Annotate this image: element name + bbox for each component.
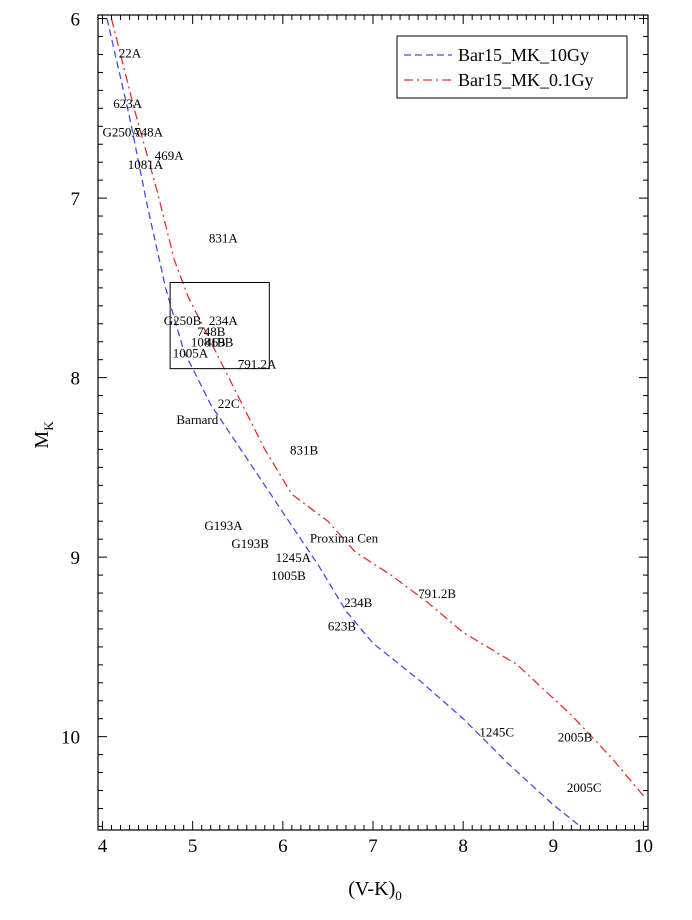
star-label: 1245A — [276, 550, 312, 565]
x-tick-label: 10 — [634, 836, 653, 857]
star-label: 1005A — [173, 346, 209, 361]
series-line-1 — [106, 18, 581, 827]
x-tick-label: 8 — [458, 836, 468, 857]
series-layer — [106, 18, 644, 827]
star-label: 831B — [290, 442, 319, 457]
series-line-2 — [110, 18, 644, 797]
inset-box-layer — [169, 281, 270, 370]
tick-label-layer: 4 5 6 7 8 9 10 6 7 8 9 10 — [61, 10, 653, 857]
y-tick-label: 10 — [61, 728, 80, 749]
star-label: 2005B — [558, 730, 593, 745]
star-label: 469A — [155, 148, 185, 163]
star-label: 791.2A — [238, 356, 277, 371]
legend-label-series-2: Bar15_MK_0.1Gy — [458, 70, 594, 90]
star-label: Proxima Cen — [310, 530, 379, 545]
x-tick-label: 9 — [549, 836, 559, 857]
star-label: G193B — [231, 536, 269, 551]
legend-box — [396, 35, 628, 99]
y-tick-label: 9 — [71, 548, 81, 569]
star-label: G193A — [204, 518, 243, 533]
legend: Bar15_MK_10Gy Bar15_MK_0.1Gy — [396, 35, 628, 99]
star-label: 2005C — [567, 780, 602, 795]
star-label: 1005B — [271, 568, 306, 583]
y-tick-label: 8 — [71, 369, 81, 390]
star-label: G250B — [164, 313, 202, 328]
x-tick-label: 4 — [98, 836, 108, 857]
star-label: G250A — [103, 125, 142, 140]
star-label: Barnard — [176, 412, 218, 427]
x-axis-title: (V-K)0 — [348, 878, 402, 903]
x-tick-label: 6 — [278, 836, 288, 857]
star-label: 1245C — [479, 724, 514, 739]
y-tick-label: 6 — [71, 10, 81, 31]
tick-layer — [98, 15, 648, 830]
star-label: 469B — [205, 335, 234, 350]
x-tick-label: 7 — [368, 836, 378, 857]
star-label: 748B — [197, 324, 226, 339]
star-label: 1081B — [191, 335, 226, 350]
star-label: 22C — [218, 396, 240, 411]
star-label: 22A — [119, 46, 142, 61]
inset-box — [169, 281, 270, 370]
star-label: 623B — [328, 618, 357, 633]
star-label: 791.2B — [418, 586, 456, 601]
y-tick-label: 7 — [71, 189, 81, 210]
star-label: 234B — [344, 595, 373, 610]
y-axis-title: MK — [31, 421, 56, 449]
x-tick-label: 5 — [188, 836, 198, 857]
star-label: 623A — [113, 96, 143, 111]
star-label: 748A — [134, 125, 164, 140]
star-label: 1081A — [128, 157, 164, 172]
legend-label-series-1: Bar15_MK_10Gy — [458, 45, 589, 65]
star-label: 234A — [209, 313, 239, 328]
star-label: 831A — [209, 231, 239, 246]
